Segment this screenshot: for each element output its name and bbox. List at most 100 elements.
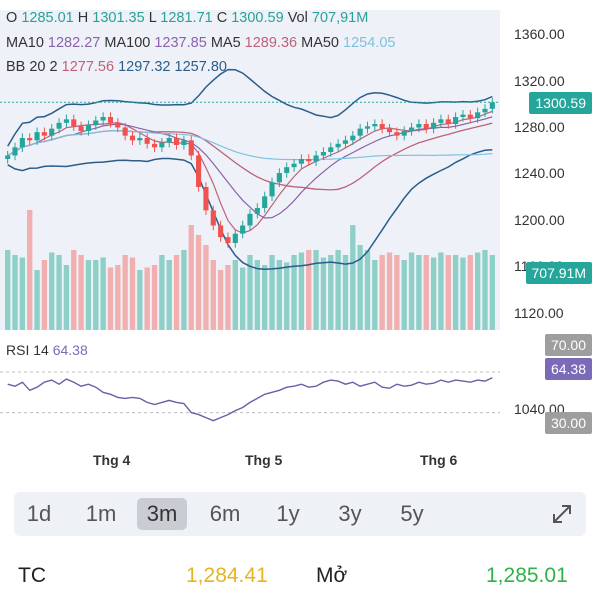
volume-bar — [5, 250, 11, 330]
volume-bar — [313, 250, 319, 330]
volume-bar — [269, 255, 275, 330]
volume-bar — [151, 265, 158, 330]
candle-body — [372, 124, 378, 127]
ma-line: MA10 1282.27 MA100 1237.85 MA5 1289.36 M… — [6, 35, 395, 51]
volume-bar — [357, 245, 363, 330]
range-3y-button[interactable]: 3y — [338, 501, 362, 526]
candle-body — [100, 117, 106, 121]
ma-value: 1289.36 — [244, 35, 302, 51]
candle-body — [196, 155, 202, 187]
volume-bar — [166, 260, 172, 330]
volume-bar — [489, 255, 495, 330]
candle-body — [232, 233, 238, 243]
candle-body — [151, 143, 158, 148]
candle-body — [203, 187, 209, 211]
volume-bar — [107, 267, 114, 330]
volume-bar — [181, 250, 187, 330]
volume-bar — [34, 270, 40, 330]
volume-bar — [71, 250, 77, 330]
volume-bar — [100, 257, 106, 330]
candle-body — [431, 122, 437, 129]
volume-bar — [144, 267, 150, 330]
volume-bar — [482, 250, 488, 330]
volume-bar — [445, 255, 451, 330]
volume-bar — [12, 255, 18, 330]
candle-body — [284, 167, 290, 173]
ohlc-label: C — [216, 10, 232, 26]
volume-bar — [225, 265, 231, 330]
candle-body — [49, 128, 55, 136]
volume-bar — [460, 257, 466, 330]
candle-body — [115, 122, 121, 128]
tc-value: 1,284.41 — [186, 564, 268, 587]
range-1d-button[interactable]: 1d — [26, 501, 52, 526]
volume-bar — [129, 257, 136, 330]
candle-body — [19, 138, 25, 148]
bb-value: 1297.32 — [118, 59, 175, 75]
price-chart[interactable] — [0, 0, 600, 440]
candle-body — [423, 124, 429, 129]
candle-body — [159, 142, 165, 148]
candle-body — [408, 127, 415, 131]
ma-label: MA50 — [301, 35, 344, 51]
range-1y-button[interactable]: 1y — [276, 501, 300, 526]
volume-bar — [408, 252, 415, 330]
price-axis-label: 1360.00 — [514, 26, 565, 42]
candle-body — [188, 140, 194, 156]
candle-body — [218, 225, 224, 238]
candle-body — [475, 112, 481, 119]
ohlc-value: 1301.35 — [92, 10, 149, 26]
range-1m-button[interactable]: 1m — [85, 501, 117, 526]
range-selector: 1d 1m 3m 6m 1y 3y 5y — [14, 492, 586, 536]
candle-body — [416, 124, 422, 128]
candle-body — [335, 143, 341, 148]
volume-bar — [27, 210, 33, 330]
volume-bar — [232, 260, 238, 330]
candle-body — [129, 135, 136, 141]
volume-bar — [137, 270, 143, 330]
ma-value: 1237.85 — [154, 35, 211, 51]
ohlc-value: 1285.01 — [21, 10, 78, 26]
candle-body — [306, 159, 312, 162]
candle-body — [328, 147, 334, 152]
volume-bar — [372, 260, 378, 330]
volume-bar — [254, 260, 261, 330]
range-3m-button[interactable]: 3m — [137, 498, 187, 530]
ma-label: MA5 — [210, 35, 245, 51]
volume-bar — [262, 265, 268, 330]
bb-value: 1277.56 — [61, 59, 119, 75]
candle-body — [467, 114, 473, 119]
ohlc-label: L — [148, 10, 161, 26]
ohlc-label: H — [77, 10, 93, 26]
volume-bar — [298, 252, 305, 330]
candle-body — [394, 132, 400, 136]
range-5y-button[interactable]: 5y — [400, 501, 424, 526]
candle-body — [364, 126, 371, 129]
volume-bar — [19, 257, 26, 330]
ma-value: 1282.27 — [47, 35, 105, 51]
volume-bar — [474, 252, 481, 330]
ma-value: 1254.05 — [343, 35, 396, 51]
volume-bar — [173, 255, 180, 330]
volume-bar — [328, 255, 334, 330]
range-6m-button[interactable]: 6m — [209, 501, 241, 526]
volume-bar — [423, 255, 429, 330]
candle-body — [41, 132, 47, 136]
bb-label: BB 20 2 — [6, 59, 62, 75]
candle-body — [350, 135, 356, 141]
candle-body — [379, 124, 385, 129]
candle-body — [342, 140, 349, 144]
volume-bar — [159, 255, 165, 330]
rsi-value: 64.38 — [52, 342, 88, 358]
volume-bar — [342, 255, 349, 330]
volume-bar — [85, 260, 92, 330]
candle-body — [291, 163, 297, 168]
expand-icon[interactable] — [548, 500, 576, 528]
chart-area[interactable]: O 1285.01 H 1301.35 L 1281.71 C 1300.59 … — [0, 0, 600, 440]
candle-body — [5, 155, 11, 159]
footer-stats: TC 1,284.41 Mở 1,285.01 — [0, 548, 600, 600]
volume-bar — [63, 265, 70, 330]
rsi-line — [7, 377, 493, 422]
ohlc-label: O — [6, 10, 22, 26]
candle-body — [93, 120, 99, 126]
